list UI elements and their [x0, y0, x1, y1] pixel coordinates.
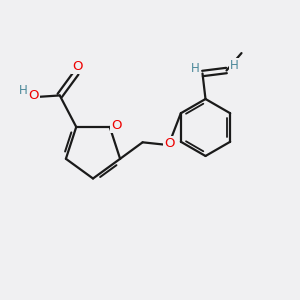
Text: O: O [28, 89, 39, 102]
Text: O: O [164, 137, 175, 150]
Text: O: O [73, 60, 83, 73]
Text: H: H [19, 84, 27, 97]
Text: O: O [111, 119, 122, 132]
Text: H: H [230, 58, 238, 72]
Text: H: H [190, 61, 200, 75]
